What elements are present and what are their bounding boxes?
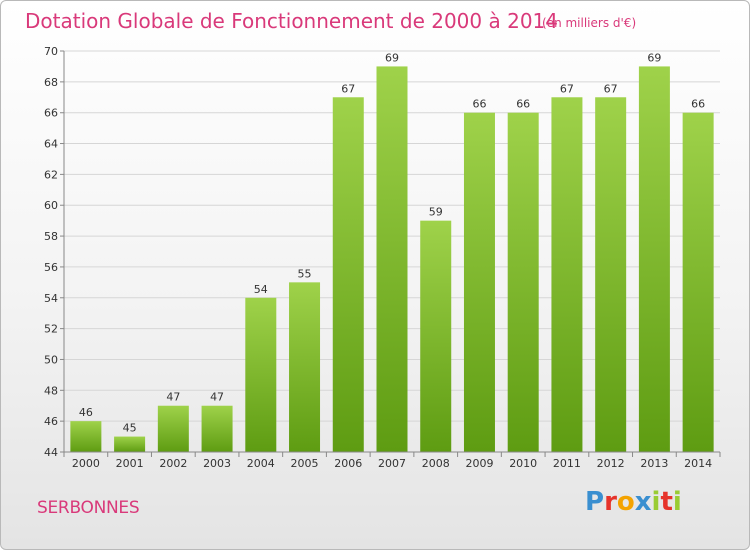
bar-value-label: 67 <box>604 82 618 95</box>
bar-value-label: 55 <box>298 267 312 280</box>
bar-value-label: 67 <box>341 82 355 95</box>
x-tick-label: 2014 <box>684 457 712 470</box>
logo-letter: P <box>585 487 605 517</box>
logo-letter: r <box>604 487 617 517</box>
y-tick-label: 56 <box>44 261 58 274</box>
x-tick-label: 2011 <box>553 457 581 470</box>
bar <box>376 66 408 452</box>
y-tick-label: 58 <box>44 230 58 243</box>
x-tick-label: 2007 <box>378 457 406 470</box>
bar-value-label: 66 <box>472 98 486 111</box>
logo-letter: o <box>616 487 635 517</box>
y-tick-label: 46 <box>44 415 58 428</box>
x-tick-label: 2001 <box>116 457 144 470</box>
bar <box>332 97 364 453</box>
bar <box>595 97 627 453</box>
y-tick-label: 62 <box>44 168 58 181</box>
chart-title: Dotation Globale de Fonctionnement de 20… <box>25 9 558 33</box>
bar <box>507 112 539 452</box>
y-tick-label: 66 <box>44 107 58 120</box>
x-tick-label: 2009 <box>465 457 493 470</box>
y-tick-label: 44 <box>44 446 58 459</box>
proxiti-logo: Proxiti <box>585 487 682 517</box>
bar-value-label: 54 <box>254 283 268 296</box>
bar-value-label: 45 <box>123 422 137 435</box>
bar <box>420 220 452 452</box>
x-tick-label: 2006 <box>334 457 362 470</box>
bar <box>157 405 189 452</box>
bar <box>289 282 321 452</box>
x-tick-label: 2004 <box>247 457 275 470</box>
x-tick-label: 2003 <box>203 457 231 470</box>
bar-value-label: 66 <box>691 98 705 111</box>
bar-value-label: 67 <box>560 82 574 95</box>
logo-letter: i <box>651 487 661 517</box>
x-tick-label: 2013 <box>640 457 668 470</box>
logo-letter: i <box>672 487 682 517</box>
x-tick-label: 2000 <box>72 457 100 470</box>
x-tick-label: 2012 <box>597 457 625 470</box>
x-tick-label: 2008 <box>422 457 450 470</box>
y-tick-label: 52 <box>44 323 58 336</box>
bar <box>682 112 714 452</box>
chart-unit: (en milliers d'€) <box>542 16 637 30</box>
bar <box>70 421 102 452</box>
y-tick-label: 64 <box>44 138 58 151</box>
bar <box>638 66 670 452</box>
y-tick-label: 54 <box>44 292 58 305</box>
bar-value-label: 46 <box>79 406 93 419</box>
y-tick-label: 68 <box>44 76 58 89</box>
bar-value-label: 69 <box>647 51 661 64</box>
bars: 46 45 47 47 54 55 67 69 59 66 66 67 67 69 66 <box>70 51 714 453</box>
commune-name: SERBONNES <box>37 498 140 518</box>
x-tick-label: 2010 <box>509 457 537 470</box>
y-tick-label: 48 <box>44 384 58 397</box>
x-tick-label: 2005 <box>291 457 319 470</box>
logo-letter: x <box>634 487 652 517</box>
bar <box>201 405 233 452</box>
y-tick-label: 50 <box>44 353 58 366</box>
x-tick-label: 2002 <box>159 457 187 470</box>
y-tick-label: 60 <box>44 199 58 212</box>
logo-letter: t <box>660 487 673 517</box>
y-tick-label: 70 <box>44 45 58 58</box>
bar <box>463 112 495 452</box>
bar-value-label: 66 <box>516 98 530 111</box>
bar <box>114 436 146 452</box>
axes: 44 46 48 50 52 54 56 58 60 62 64 66 68 70 2000 2001 2002… <box>44 45 721 470</box>
bar <box>551 97 583 453</box>
bar-value-label: 47 <box>210 391 224 404</box>
bar <box>245 297 277 452</box>
bar-value-label: 69 <box>385 51 399 64</box>
bar-value-label: 59 <box>429 206 443 219</box>
bar-value-label: 47 <box>166 391 180 404</box>
